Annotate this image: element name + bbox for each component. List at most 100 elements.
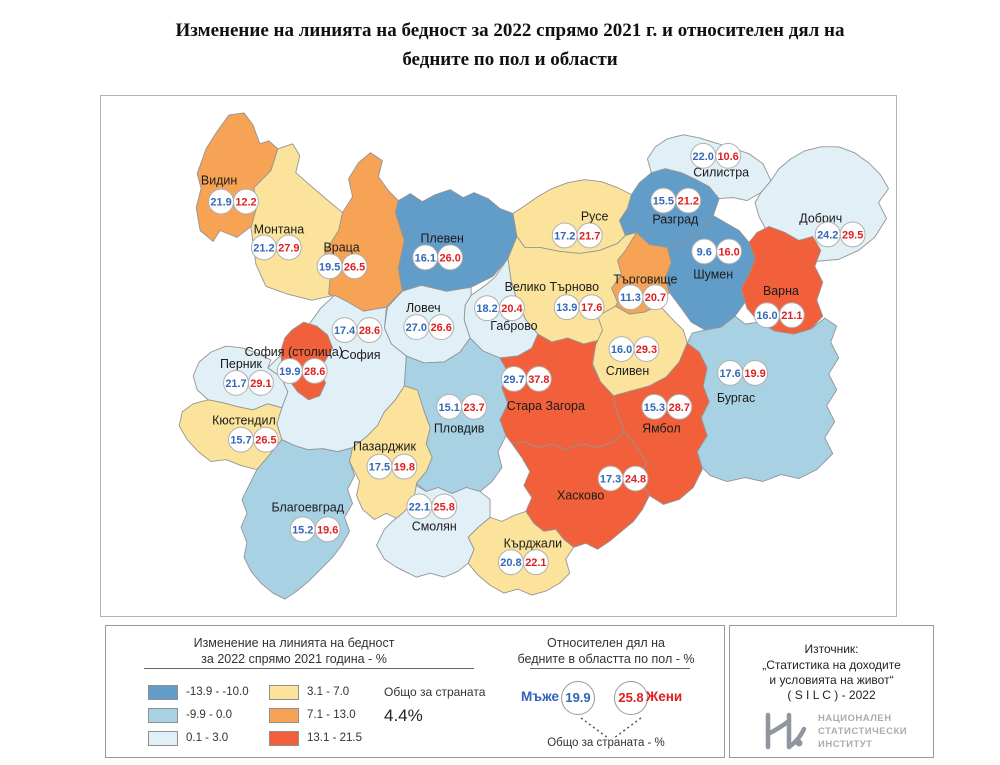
source-line1: Източник:: [804, 642, 859, 656]
female-value-circle-Пазарджик: [391, 453, 418, 480]
region-label-Враца: Враца: [324, 240, 360, 254]
male-value-Ямбол: 15.3: [644, 402, 665, 414]
male-value-Бургас: 17.6: [719, 368, 740, 380]
region-label-Разград: Разград: [652, 213, 699, 227]
national-change-value: 4.4%: [384, 706, 423, 725]
male-value-Кърджали: 20.8: [500, 557, 521, 569]
male-value-Пазарджик: 17.5: [369, 462, 390, 474]
female-value-circle-Ловеч: [428, 314, 455, 341]
male-value-Благоевград: 15.2: [292, 524, 313, 536]
male-value-Монтана: 21.2: [253, 242, 274, 254]
nsi-text-line3: ИНСТИТУТ: [818, 739, 873, 750]
legend-range-class2: -9.9 - 0.0: [186, 709, 233, 721]
legend-swatch-class6: [269, 731, 299, 746]
region-label-Плевен: Плевен: [421, 231, 464, 245]
female-value-circle-Монтана: [275, 234, 302, 261]
female-value-circle-София (столица): [301, 357, 328, 384]
male-value-Велико Търново: 13.9: [556, 302, 577, 314]
female-value-Враца: 26.5: [344, 261, 365, 273]
male-label: Мъже: [521, 689, 559, 704]
female-value-circle-Добрич: [839, 221, 866, 248]
female-value-Сливен: 29.3: [636, 344, 657, 356]
male-value-Силистра: 22.0: [693, 151, 714, 163]
female-value-Русе: 21.7: [579, 230, 600, 242]
source-panel: Източник: „Статистика на доходите и усло…: [729, 625, 934, 758]
legend-swatch-class4: [269, 685, 299, 700]
female-value-circle-Ямбол: [666, 393, 693, 420]
male-value-Перник: 21.7: [225, 378, 246, 390]
male-value-Шумен: 9.6: [697, 246, 712, 258]
female-value-Ловеч: 26.6: [431, 322, 452, 334]
female-value-Шумен: 16.0: [718, 246, 739, 258]
female-value-Перник: 29.1: [250, 378, 271, 390]
region-label-Хасково: Хасково: [557, 488, 604, 502]
female-value-Кърджали: 22.1: [525, 557, 546, 569]
female-value-Хасково: 24.8: [625, 474, 646, 486]
legend-range-class3: 0.1 - 3.0: [186, 732, 229, 744]
female-value-Благоевград: 19.6: [317, 524, 338, 536]
female-value-Силистра: 10.6: [717, 151, 738, 163]
legend-range-class6: 13.1 - 21.5: [307, 732, 362, 744]
female-value-Варна: 21.1: [781, 310, 802, 322]
female-value-Монтана: 27.9: [278, 242, 299, 254]
source-line3: и условията на живот“: [769, 673, 894, 687]
female-value-circle-Сливен: [633, 336, 660, 362]
male-value-Плевен: 16.1: [415, 252, 436, 264]
female-value-София (столица): 28.6: [304, 366, 325, 378]
female-value-Добрич: 29.5: [842, 229, 863, 241]
female-label: Жени: [646, 689, 683, 704]
female-value-circle-Силистра: [715, 142, 742, 169]
female-value-circle-Кърджали: [522, 549, 549, 576]
map-panel: Видин 21.9 12.2 Монтана 21.2 27.9 Враца 19.5 26.…: [100, 95, 897, 617]
female-value-Разград: 21.2: [678, 196, 699, 208]
male-value-Търговище: 11.3: [620, 292, 641, 304]
female-value-circle-Габрово: [498, 295, 525, 322]
region-label-Добрич: Добрич: [799, 212, 842, 226]
region-label-Силистра: Силистра: [693, 166, 749, 180]
region-label-Сливен: Сливен: [606, 364, 649, 378]
nsi-logo-text: НАЦИОНАЛЕН СТАТИСТИЧЕСКИ ИНСТИТУТ: [818, 712, 907, 751]
male-national-value-circle: 19.9: [561, 681, 595, 715]
legend-range-class5: 7.1 - 13.0: [307, 709, 356, 721]
region-label-Русе: Русе: [581, 210, 609, 224]
female-value-circle-Велико Търново: [578, 294, 605, 321]
female-value-circle-София: [356, 317, 383, 344]
region-label-Шумен: Шумен: [693, 267, 733, 281]
legend-swatch-class2: [148, 708, 178, 723]
gender-legend-title-line2: бедните в областта по пол - %: [517, 652, 695, 666]
region-label-Ямбол: Ямбол: [642, 422, 680, 436]
region-label-Габрово: Габрово: [490, 319, 537, 333]
region-label-Стара Загора: Стара Загора: [507, 399, 585, 413]
region-label-Кюстендил: Кюстендил: [212, 414, 276, 428]
nsi-logo-icon: [765, 712, 807, 750]
page-title: Изменение на линията на бедност за 2022 …: [30, 16, 990, 74]
female-value-circle-Благоевград: [314, 516, 341, 543]
female-value-circle-Бургас: [742, 359, 768, 386]
female-value-Габрово: 20.4: [501, 303, 523, 315]
male-value-Хасково: 17.3: [600, 474, 621, 486]
male-value-Кюстендил: 15.7: [230, 435, 251, 447]
female-value-circle-Русе: [576, 222, 603, 249]
region-shape-Смолян: [376, 485, 491, 578]
female-value-circle-Търговище: [642, 284, 669, 311]
region-label-Благоевград: Благоевград: [271, 500, 344, 514]
female-value-circle-Видин: [233, 188, 259, 215]
nsi-text-line1: НАЦИОНАЛЕН: [818, 713, 892, 724]
female-value-Плевен: 26.0: [440, 252, 461, 264]
source-line4: ( S I L C ) - 2022: [787, 688, 876, 702]
change-legend-title-line1: Изменение на линията на бедност: [193, 636, 395, 650]
male-value-Разград: 15.5: [653, 196, 674, 208]
female-value-circle-Разград: [675, 187, 702, 214]
male-value-Русе: 17.2: [554, 230, 575, 242]
female-value-Пазарджик: 19.8: [394, 462, 415, 474]
female-value-circle-Стара Загора: [525, 365, 552, 392]
page-title-line2: бедните по пол и области: [402, 49, 618, 70]
change-legend-rule: [144, 668, 474, 669]
gender-legend-rule: [530, 668, 690, 669]
female-value-circle-Варна: [778, 302, 805, 329]
gender-legend-title: Относителен дял на бедните в областта по…: [491, 635, 721, 667]
female-value-София: 28.6: [359, 325, 380, 337]
legend-panel: Изменение на линията на бедност за 2022 …: [105, 625, 725, 758]
female-value-Търговище: 20.7: [645, 292, 666, 304]
